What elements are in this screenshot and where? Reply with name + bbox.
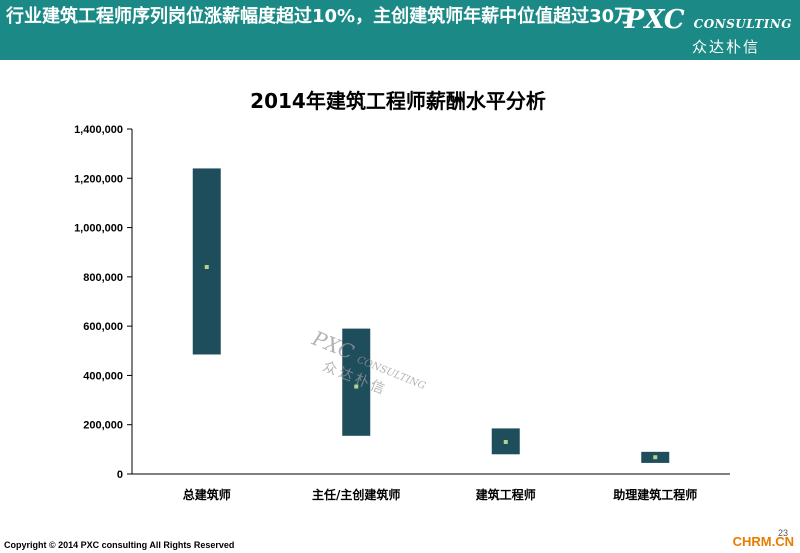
title-banner: 行业建筑工程师序列岗位涨薪幅度超过10%，主创建筑师年薪中位值超过30万 PXC… (0, 0, 800, 60)
y-axis-ticks: 0 200,000 400,000 600,000 800,000 1,000,000 1,… (74, 124, 132, 481)
median-marker (653, 455, 658, 460)
x-tick-label: 总建筑师 (183, 487, 231, 502)
y-tick-label: 600,000 (83, 321, 123, 333)
range-bar (192, 168, 221, 355)
y-tick-label: 400,000 (83, 370, 123, 382)
site-label: CHRM.CN (732, 534, 794, 549)
logo-sub-text: CONSULTING (693, 17, 792, 31)
range-bars (192, 168, 670, 463)
y-tick-label: 1,400,000 (74, 124, 123, 136)
median-marker (354, 384, 359, 389)
x-tick-label: 建筑工程师 (475, 487, 536, 502)
y-tick-label: 1,000,000 (74, 223, 123, 235)
x-axis-labels: 总建筑师 主任/主创建筑师 建筑工程师 助理建筑工程师 (183, 487, 698, 502)
median-marker (503, 439, 508, 444)
y-tick-label: 200,000 (83, 420, 123, 432)
y-tick-label: 800,000 (83, 272, 123, 284)
slide-title: 行业建筑工程师序列岗位涨薪幅度超过10%，主创建筑师年薪中位值超过30万 (6, 6, 633, 27)
logo-main-text: PXC (624, 5, 685, 35)
x-tick-label: 助理建筑工程师 (613, 487, 697, 502)
copyright-text: Copyright © 2014 PXC consulting All Righ… (4, 540, 235, 550)
logo-cn-text: 众达朴信 (691, 38, 760, 56)
x-tick-label: 主任/主创建筑师 (312, 487, 400, 502)
chart-title: 2014年建筑工程师薪酬水平分析 (250, 89, 546, 113)
pxc-logo: PXC CONSULTING (625, 6, 792, 38)
page-number: 23 (777, 528, 788, 538)
median-marker (204, 265, 209, 269)
y-tick-label: 1,200,000 (74, 173, 123, 185)
range-bar (342, 328, 371, 436)
y-tick-label: 0 (117, 469, 123, 481)
